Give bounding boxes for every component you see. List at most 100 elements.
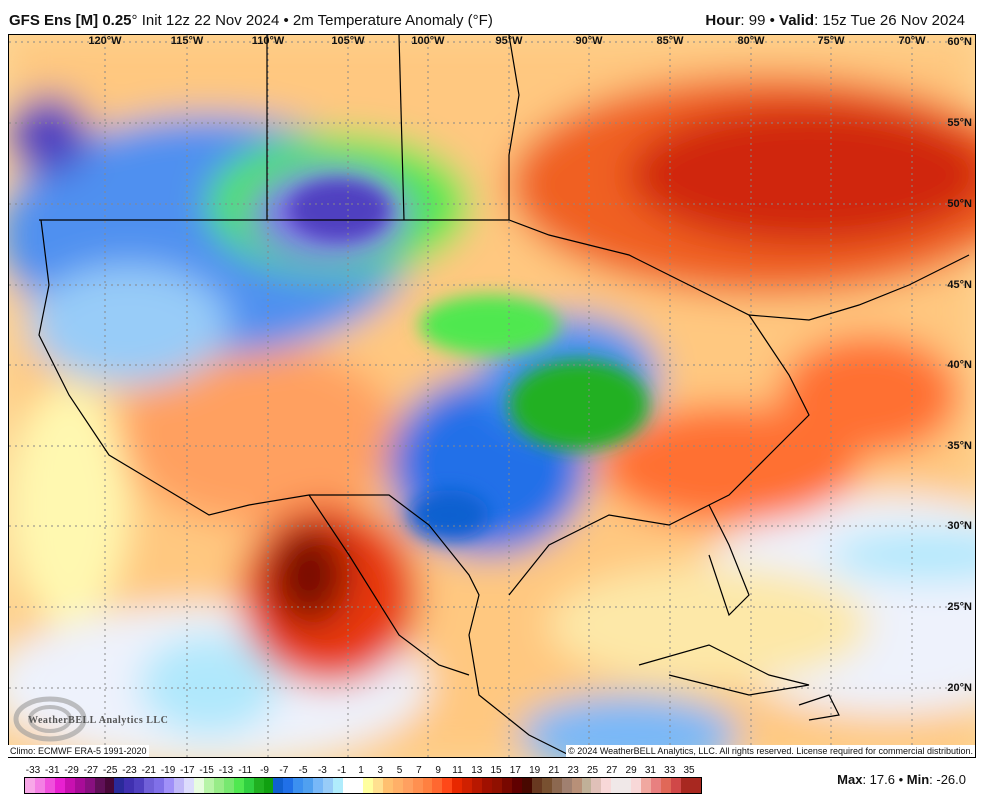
lon-label: 85°W (656, 35, 684, 47)
colorbar-swatch (452, 778, 463, 793)
colorbar-swatch (203, 778, 214, 793)
colorbar-swatch (661, 778, 671, 793)
colorbar-tick-label: -9 (260, 765, 269, 776)
colorbar-swatch (690, 778, 701, 793)
colorbar-swatch (174, 778, 184, 793)
temperature-anomaly-map[interactable]: 120°W 115°W 110°W 105°W 100°W 95°W 90°W … (8, 34, 976, 758)
colorbar-swatch (362, 778, 373, 793)
colorbar-swatch (333, 778, 343, 793)
colorbar-swatch (94, 778, 105, 793)
colorbar-tick-label: -27 (83, 765, 99, 776)
colorbar-swatch (432, 778, 443, 793)
colorbar-tick-label: 27 (606, 765, 618, 776)
colorbar-swatch (631, 778, 642, 793)
colorbar-swatch (581, 778, 592, 793)
colorbar-tick-label: -5 (298, 765, 308, 776)
lat-label: 20°N (947, 682, 972, 694)
colorbar-swatch (492, 778, 502, 793)
colorbar-tick-label: 33 (664, 765, 676, 776)
logo-text: WeatherBELL Analytics LLC (28, 715, 169, 726)
lon-label: 115°W (170, 35, 204, 47)
colorbar-swatch (343, 778, 353, 793)
colorbar-swatch (541, 778, 552, 793)
colorbar-swatch (352, 778, 363, 793)
colorbar-swatch (521, 778, 532, 793)
colorbar-swatch (442, 778, 453, 793)
hour-label: Hour (705, 12, 741, 29)
colorbar-tick-label: 15 (490, 765, 502, 776)
colorbar-swatch (213, 778, 224, 793)
lat-label: 25°N (947, 601, 972, 613)
colorbar-swatch (611, 778, 622, 793)
lon-label: 80°W (737, 35, 765, 47)
model-name: GFS Ens [M] 0.25 (9, 12, 132, 29)
colorbar-swatch (25, 778, 35, 793)
colorbar-swatch (64, 778, 75, 793)
colorbar-tick-label: -11 (238, 765, 253, 776)
colorbar-tick-label: -3 (317, 765, 327, 776)
colorbar-swatch (551, 778, 562, 793)
colorbar-swatch (273, 778, 284, 793)
colorbar-swatch (412, 778, 423, 793)
colorbar-swatch (134, 778, 145, 793)
colorbar-swatch (313, 778, 324, 793)
lon-label: 120°W (88, 35, 122, 47)
colorbar-swatch (243, 778, 254, 793)
colorbar-swatch (84, 778, 95, 793)
colorbar-tick-label: 1 (358, 765, 364, 776)
lat-label: 45°N (947, 279, 972, 291)
colorbar-swatch (283, 778, 294, 793)
colorbar-tick-label: 9 (435, 765, 441, 776)
colorbar-swatch (184, 778, 194, 793)
colorbar-swatch (591, 778, 602, 793)
colorbar-tick-label: -17 (180, 765, 195, 776)
colorbar-tick-label: 3 (377, 765, 384, 776)
colorbar-swatch (571, 778, 582, 793)
colorbar-swatch (372, 778, 383, 793)
colorbar-swatch (462, 778, 473, 793)
lon-label: 100°W (411, 35, 445, 47)
lat-label: 35°N (947, 440, 972, 452)
anomaly-field (9, 35, 975, 757)
colorbar-tick-label: 31 (644, 765, 656, 776)
colorbar-swatch (482, 778, 493, 793)
colorbar-swatch (472, 778, 483, 793)
colorbar-swatch (651, 778, 661, 793)
colorbar-swatch (382, 778, 393, 793)
lon-label: 95°W (495, 35, 523, 47)
max-min-stats: Max: 17.6 • Min: -26.0 (837, 772, 966, 787)
colorbar-swatch (670, 778, 681, 793)
colorbar-tick-label: 21 (548, 765, 560, 776)
lat-label: 30°N (947, 520, 972, 532)
colorbar-tick-label: -21 (141, 765, 156, 776)
colorbar-swatch (124, 778, 135, 793)
colorbar-swatch (54, 778, 65, 793)
colorbar-tick-label: -33 (25, 765, 41, 776)
colorbar-swatch (233, 778, 244, 793)
max-value: : 17.6 • (862, 772, 907, 787)
colorbar-tick-label: 19 (529, 765, 541, 776)
colorbar-swatch (34, 778, 45, 793)
min-value: : -26.0 (929, 772, 966, 787)
anomaly-shading (9, 35, 975, 757)
map-title: GFS Ens [M] 0.25° Init 12z 22 Nov 2024 •… (9, 12, 493, 29)
graticule (9, 35, 975, 757)
colorbar (24, 777, 702, 794)
colorbar-swatch (502, 778, 512, 793)
colorbar-tick-label: -19 (160, 765, 176, 776)
lat-label: 60°N (947, 36, 972, 48)
colorbar-swatch (621, 778, 632, 793)
colorbar-swatch (511, 778, 522, 793)
colorbar-tick-label: 13 (471, 765, 483, 776)
colorbar-swatch (323, 778, 334, 793)
colorbar-swatch (74, 778, 85, 793)
colorbar-tick-label: 35 (683, 765, 695, 776)
colorbar-tick-label: -25 (102, 765, 118, 776)
colorbar-tick-label: 7 (416, 765, 422, 776)
colorbar-labels: -33 -31 -29 -27 -25 -23 -21 -19 -17 -15 -13 -11 -9 -7… (14, 765, 704, 777)
colorbar-tick-label: -29 (64, 765, 79, 776)
colorbar-tick-label: -7 (279, 765, 289, 776)
colorbar-tick-label: -15 (199, 765, 214, 776)
colorbar-tick-label: 29 (625, 765, 637, 776)
colorbar-swatch (561, 778, 572, 793)
